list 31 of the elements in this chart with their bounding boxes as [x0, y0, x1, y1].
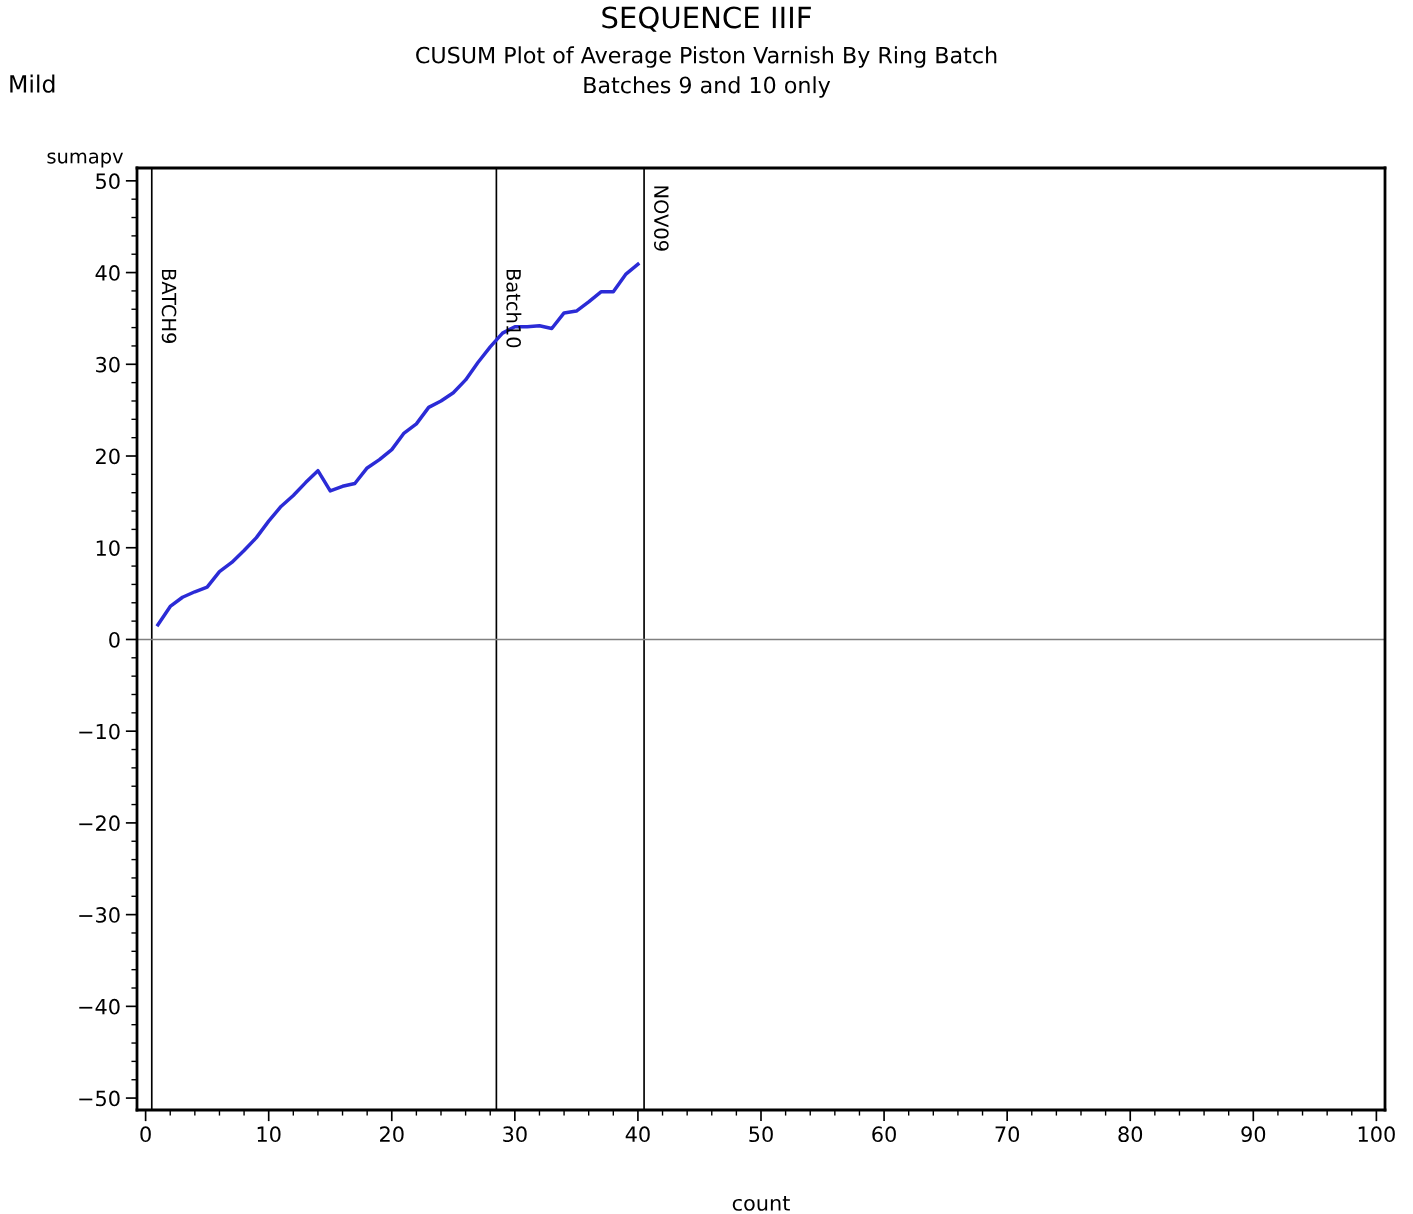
y-tick-label: 20 [96, 448, 120, 465]
y-tick-label: −40 [79, 998, 120, 1015]
x-tick-label: 80 [1118, 1126, 1143, 1143]
x-tick-label: 70 [995, 1126, 1020, 1143]
ref-line-label: BATCH9 [161, 269, 177, 344]
x-tick-label: 100 [1358, 1126, 1395, 1143]
chart-title: SEQUENCE IIIF [602, 6, 811, 32]
line-series [156, 262, 640, 627]
y-tick-label: 10 [96, 540, 120, 556]
ref-line-label: Batch10 [506, 269, 522, 348]
x-tick-label: 20 [380, 1126, 404, 1143]
ref-line-label: NOV09 [654, 186, 669, 251]
y-tick-label: 40 [95, 265, 120, 281]
y-axis-title: sumapv [47, 152, 123, 168]
y-tick-label: −20 [79, 815, 120, 832]
x-axis-title: count [732, 1195, 790, 1211]
y-tick-label: −10 [79, 723, 120, 740]
y-tick-label: −30 [79, 907, 120, 923]
x-tick-label: 30 [503, 1126, 527, 1143]
x-tick-label: 40 [625, 1126, 650, 1143]
y-tick-label: 0 [109, 631, 120, 648]
x-tick-label: 50 [749, 1126, 773, 1143]
y-tick-label: 30 [96, 356, 120, 373]
y-tick-label: 50 [96, 173, 120, 190]
chart-subtitle: CUSUM Plot of Average Piston Varnish By Ring Batch Batches 9 and 10 only [416, 46, 997, 98]
text: Mild [10, 74, 55, 93]
x-tick-label: 0 [140, 1126, 151, 1143]
x-tick-label: 10 [257, 1126, 281, 1143]
y-tick-label: −50 [79, 1090, 120, 1107]
x-tick-label: 60 [872, 1126, 896, 1143]
x-tick-label: 90 [1241, 1126, 1266, 1143]
